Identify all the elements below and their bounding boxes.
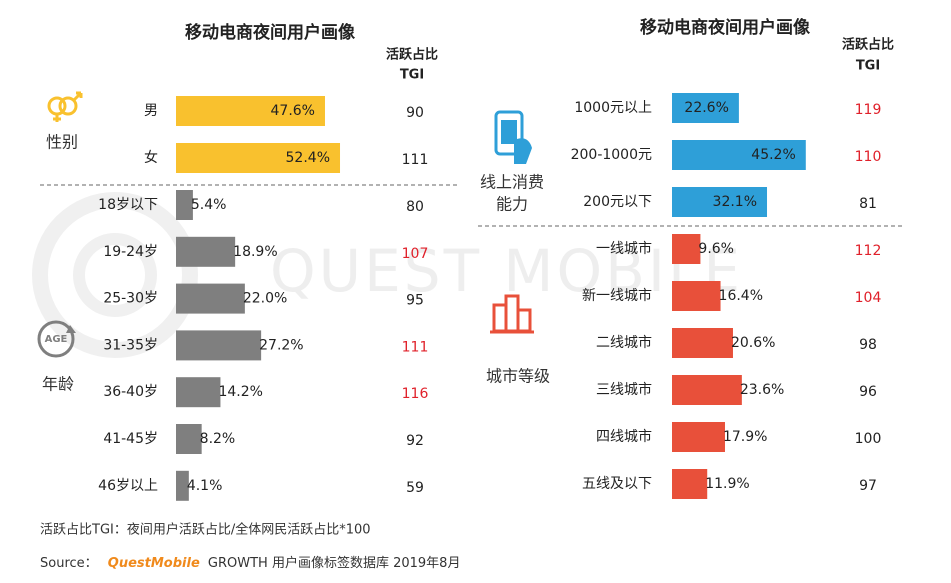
- value-label: 17.9%: [723, 429, 767, 445]
- category-label: 19-24岁: [103, 244, 158, 260]
- bar: [672, 328, 733, 358]
- value-label: 4.1%: [187, 478, 223, 494]
- value-label: 20.6%: [731, 335, 775, 351]
- tgi-value: 97: [859, 478, 877, 494]
- bar: [672, 93, 739, 123]
- category-label: 1000元以上: [574, 100, 652, 116]
- tgi-value: 59: [406, 480, 424, 496]
- tgi-header: TGI: [856, 59, 880, 74]
- category-label: 五线及以下: [582, 476, 652, 492]
- category-label: 18岁以下: [98, 197, 158, 213]
- bar: [176, 377, 221, 408]
- city-icon: [490, 294, 534, 334]
- group-label: 线上消费: [480, 173, 544, 192]
- value-label: 11.9%: [705, 476, 749, 492]
- bar: [176, 424, 202, 454]
- value-label: 47.6%: [271, 103, 315, 119]
- tgi-value: 81: [859, 196, 877, 212]
- value-label: 9.6%: [698, 241, 734, 257]
- category-label: 男: [144, 103, 158, 119]
- bar: [176, 190, 193, 220]
- category-label: 200-1000元: [571, 147, 652, 163]
- value-label: 52.4%: [286, 150, 330, 166]
- bar: [176, 143, 341, 173]
- chart-title: 移动电商夜间用户画像: [640, 17, 811, 38]
- tgi-value: 80: [406, 199, 424, 215]
- tgi-value: 95: [406, 293, 424, 309]
- tgi-value: 110: [855, 149, 882, 165]
- group-label: 能力: [496, 195, 528, 214]
- value-label: 22.6%: [684, 100, 728, 116]
- category-label: 一线城市: [596, 240, 652, 257]
- gender-icon: [47, 91, 83, 122]
- category-label: 25-30岁: [103, 291, 158, 307]
- tgi-header: 活跃占比: [842, 37, 894, 53]
- source-brand: QuestMobile: [108, 556, 200, 571]
- tgi-value: 100: [855, 431, 882, 447]
- value-label: 45.2%: [751, 147, 795, 163]
- tgi-value: 116: [402, 386, 429, 402]
- tgi-value: 96: [859, 384, 877, 400]
- tgi-value: 90: [406, 105, 424, 121]
- bar: [176, 283, 245, 314]
- tgi-header: 活跃占比: [386, 47, 438, 63]
- value-label: 27.2%: [259, 337, 303, 353]
- value-label: 22.0%: [243, 291, 287, 307]
- bar: [672, 422, 725, 452]
- chart-title: 移动电商夜间用户画像: [185, 22, 356, 43]
- bar: [672, 140, 806, 170]
- value-label: 16.4%: [719, 288, 763, 304]
- category-label: 女: [144, 149, 158, 166]
- bar: [672, 375, 742, 405]
- tgi-header: TGI: [400, 68, 424, 83]
- value-label: 8.2%: [200, 431, 236, 447]
- footnote: 活跃占比TGI：夜间用户活跃占比/全体网民活跃占比*100: [40, 522, 371, 538]
- category-label: 200元以下: [583, 194, 652, 210]
- bar: [672, 234, 701, 264]
- source-line: Source： QuestMobile GROWTH 用户画像标签数据库 201…: [40, 555, 460, 571]
- bar: [672, 187, 768, 217]
- bar: [672, 469, 708, 499]
- category-label: 四线城市: [596, 428, 652, 445]
- value-label: 5.4%: [191, 197, 227, 213]
- tgi-value: 104: [855, 290, 882, 306]
- group-label: 年龄: [42, 375, 74, 394]
- tgi-value: 119: [855, 102, 882, 118]
- value-label: 18.9%: [233, 244, 277, 260]
- source-prefix: Source：: [40, 556, 98, 571]
- category-label: 三线城市: [596, 381, 652, 398]
- value-label: 14.2%: [218, 384, 262, 400]
- bar: [176, 330, 262, 361]
- bar: [672, 281, 721, 311]
- tgi-value: 92: [406, 433, 424, 449]
- group-label: 城市等级: [486, 367, 550, 386]
- category-label: 新一线城市: [582, 287, 652, 304]
- category-label: 41-45岁: [103, 431, 158, 447]
- value-label: 23.6%: [740, 382, 784, 398]
- watermark: QUEST MOBILE: [270, 237, 743, 305]
- tgi-value: 98: [859, 337, 877, 353]
- svg-text:AGE: AGE: [45, 334, 68, 345]
- category-label: 二线城市: [596, 334, 652, 351]
- value-label: 32.1%: [713, 194, 757, 210]
- bar: [176, 236, 236, 267]
- source-text: GROWTH 用户画像标签数据库 2019年8月: [208, 555, 461, 571]
- watermark-logo: [32, 192, 198, 358]
- age-icon: AGE: [37, 320, 76, 358]
- bar: [176, 470, 189, 501]
- category-label: 46岁以上: [98, 478, 158, 494]
- phone-icon: [494, 110, 532, 164]
- group-label: 性别: [46, 133, 78, 152]
- category-label: 31-35岁: [103, 337, 158, 353]
- bar: [176, 96, 325, 126]
- tgi-value: 107: [402, 246, 429, 262]
- tgi-value: 111: [402, 152, 429, 168]
- tgi-value: 111: [402, 339, 429, 355]
- category-label: 36-40岁: [103, 384, 158, 400]
- tgi-value: 112: [855, 243, 882, 259]
